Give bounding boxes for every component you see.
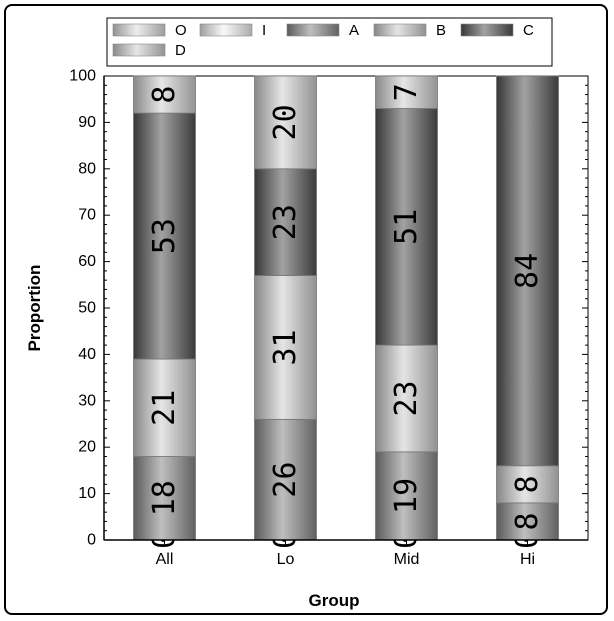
legend-swatch-D	[112, 43, 166, 57]
segment-label-B-Hi: 8	[510, 475, 545, 493]
x-axis-title: Group	[309, 591, 360, 610]
segment-label-A-Mid: 19	[389, 478, 424, 514]
y-tick-label: 60	[78, 253, 96, 270]
legend-swatch-B	[373, 23, 427, 37]
segment-label-B-Mid: 23	[389, 380, 424, 416]
x-tick-label: Hi	[520, 551, 535, 568]
x-tick-label: Lo	[277, 551, 295, 568]
segment-label-C-Hi: 84	[510, 253, 545, 289]
legend-swatch-O	[112, 23, 166, 37]
legend-label-B: B	[436, 22, 446, 39]
bar-segment-C-All	[133, 112, 196, 360]
y-tick-label: 50	[78, 300, 96, 317]
bar-segment-C-Mid	[375, 108, 438, 346]
bar-segment-C-Hi	[496, 75, 559, 467]
segment-label-A-Lo: 26	[268, 462, 303, 498]
segment-label-D-Mid: 7	[389, 83, 424, 101]
bar-segment-D-All	[133, 75, 196, 114]
y-tick-label: 70	[78, 207, 96, 224]
y-tick-label: 40	[78, 346, 96, 363]
x-tick-label: All	[156, 551, 174, 568]
axes: 0 10 20 30 40 50 60 70 80 90 100 All Lo Mid Hi	[69, 68, 588, 568]
segment-label-D-All: 8	[147, 86, 182, 104]
y-tick-label: 100	[69, 68, 96, 85]
bar-segment-D-Lo	[254, 75, 317, 170]
legend-swatch-C	[460, 23, 514, 37]
bar-segment-B-Mid	[375, 344, 438, 453]
bars: 018215380263123200192351708884	[133, 75, 559, 549]
legend: O I A B C D	[106, 17, 553, 67]
x-tick-label: Mid	[394, 551, 420, 568]
legend-label-I: I	[262, 22, 266, 39]
bar-segment-A-All	[133, 456, 196, 541]
bar-segment-A-Mid	[375, 451, 438, 541]
bar-segment-D-Mid	[375, 75, 438, 109]
segment-label-D-Lo: 20	[268, 104, 303, 140]
y-tick-label: 30	[78, 392, 96, 409]
y-tick-label: 0	[87, 532, 96, 549]
segment-label-B-Lo: 31	[268, 329, 303, 365]
bar-segment-A-Lo	[254, 418, 317, 541]
segment-label-A-Hi: 8	[510, 512, 545, 530]
segment-label-C-Mid: 51	[389, 209, 424, 245]
legend-label-O: O	[175, 22, 187, 39]
legend-label-A: A	[349, 22, 359, 39]
y-tick-label: 90	[78, 114, 96, 131]
y-tick-label: 20	[78, 439, 96, 456]
legend-swatch-I	[199, 23, 253, 37]
bar-segment-C-Lo	[254, 168, 317, 276]
segment-label-B-All: 21	[147, 390, 182, 426]
segment-label-A-All: 18	[147, 480, 182, 516]
y-tick-label: 10	[78, 485, 96, 502]
legend-label-D: D	[175, 42, 186, 59]
y-tick-label: 80	[78, 160, 96, 177]
y-axis-title: Proportion	[25, 265, 44, 352]
bar-segment-B-All	[133, 358, 196, 457]
segment-label-C-All: 53	[147, 218, 182, 254]
segment-label-C-Lo: 23	[268, 204, 303, 240]
legend-label-C: C	[523, 22, 534, 39]
legend-swatch-A	[286, 23, 340, 37]
